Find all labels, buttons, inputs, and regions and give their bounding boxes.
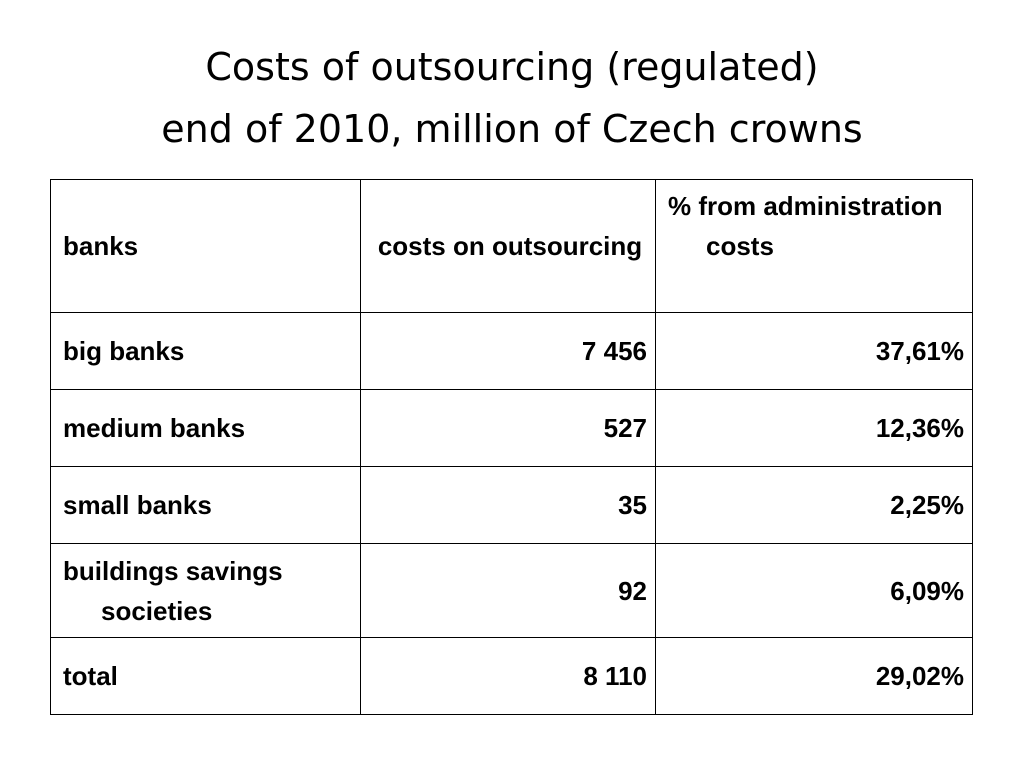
cell-bank: buildings savings societies (50, 543, 361, 638)
table-row-total: total 8 110 29,02% (50, 637, 973, 715)
title-line-2: end of 2010, million of Czech crowns (161, 107, 863, 151)
header-percent-text: % from administration costs (668, 191, 943, 261)
table-row: small banks 35 2,25% (50, 466, 973, 544)
header-banks: banks (50, 179, 361, 313)
cell-percent: 12,36% (655, 389, 973, 467)
cell-costs: 92 (360, 543, 656, 638)
cell-percent: 6,09% (655, 543, 973, 638)
header-percent: % from administration costs (655, 179, 973, 313)
cell-percent: 37,61% (655, 312, 973, 390)
table-row: big banks 7 456 37,61% (50, 312, 973, 390)
cell-percent: 29,02% (655, 637, 973, 715)
title-line-1: Costs of outsourcing (regulated) (205, 45, 819, 89)
slide-title: Costs of outsourcing (regulated) end of … (0, 36, 1024, 160)
cell-costs: 7 456 (360, 312, 656, 390)
cell-bank: big banks (50, 312, 361, 390)
cell-costs: 35 (360, 466, 656, 544)
outsourcing-costs-table: banks costs on outsourcing % from admini… (50, 179, 973, 715)
cell-percent: 2,25% (655, 466, 973, 544)
cell-costs: 8 110 (360, 637, 656, 715)
table-row: medium banks 527 12,36% (50, 389, 973, 467)
table-row: buildings savings societies 92 6,09% (50, 543, 973, 638)
header-costs-text: costs on outsourcing (377, 231, 643, 261)
cell-bank-text: buildings savings societies (63, 555, 283, 626)
cell-bank: medium banks (50, 389, 361, 467)
table-header-row: banks costs on outsourcing % from admini… (50, 179, 973, 313)
header-costs: costs on outsourcing (360, 179, 656, 313)
cell-bank: total (50, 637, 361, 715)
cell-bank: small banks (50, 466, 361, 544)
cell-costs: 527 (360, 389, 656, 467)
